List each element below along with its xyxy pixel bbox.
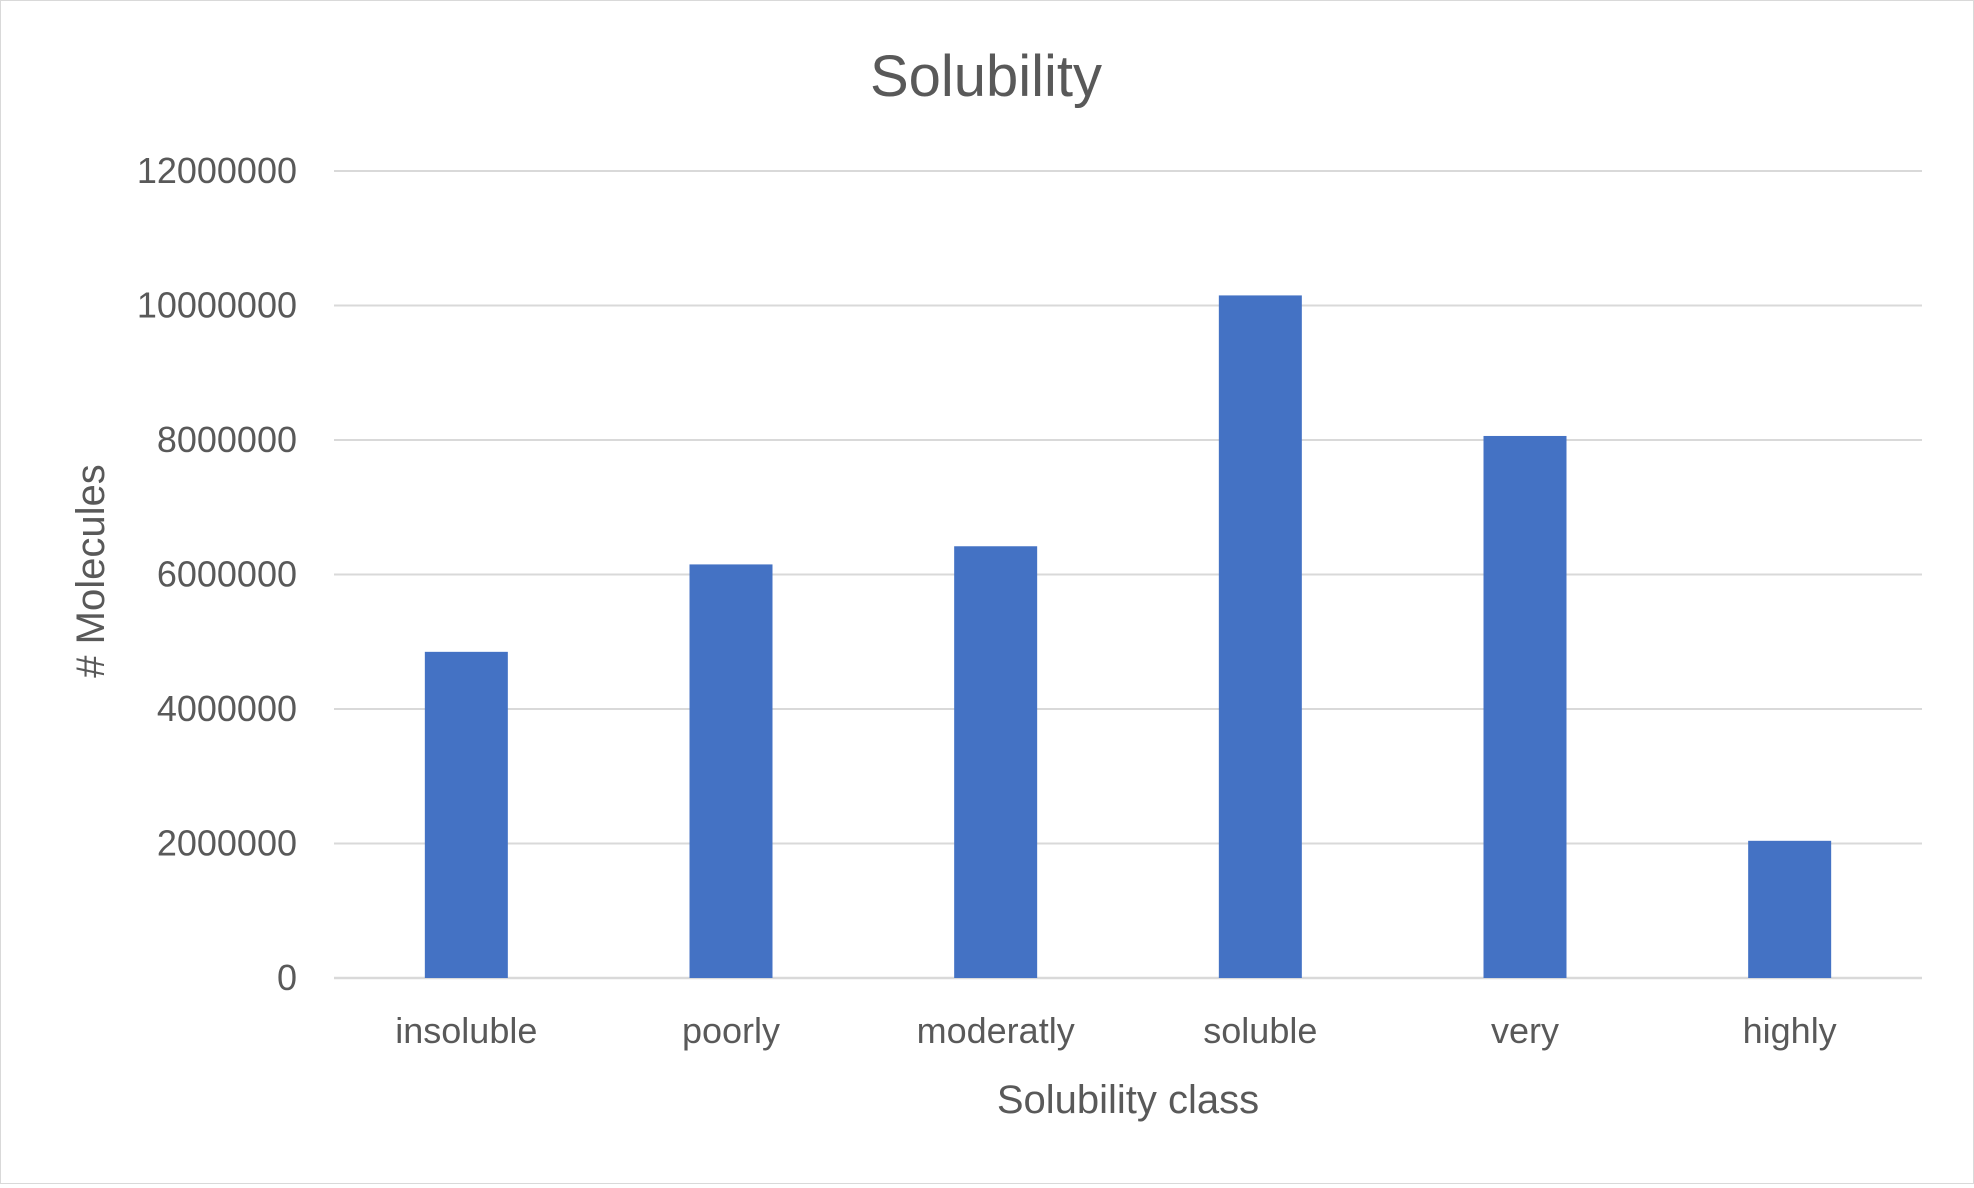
x-tick-label: poorly (682, 1010, 780, 1051)
bar-soluble (1218, 295, 1302, 979)
y-tick-label: 10000000 (137, 285, 297, 326)
bar-very (1483, 435, 1567, 979)
y-tick-label: 8000000 (157, 419, 297, 460)
gridlines (334, 170, 1922, 980)
x-tick-labels: insoluble poorly moderatly soluble very highl… (395, 1010, 1836, 1051)
x-tick-label: highly (1743, 1010, 1837, 1051)
y-tick-label: 6000000 (157, 554, 297, 595)
y-tick-label: 2000000 (157, 823, 297, 864)
x-tick-label: insoluble (395, 1010, 537, 1051)
x-tick-label: moderatly (917, 1010, 1075, 1051)
bar-moderatly (954, 546, 1038, 978)
bar-insoluble (424, 651, 508, 978)
bar-highly (1748, 840, 1832, 978)
y-tick-label: 0 (277, 957, 297, 998)
y-tick-label: 4000000 (157, 688, 297, 729)
chart-title: Solubility (870, 44, 1102, 109)
bars (424, 295, 1832, 979)
x-axis-title: Solubility class (997, 1078, 1259, 1122)
bar-poorly (689, 564, 773, 978)
y-tick-labels: 0 2000000 4000000 6000000 8000000 10000000 120… (137, 150, 297, 998)
y-axis-title: # Molecules (69, 464, 113, 677)
y-tick-label: 12000000 (137, 150, 297, 191)
x-tick-label: soluble (1203, 1010, 1317, 1051)
x-tick-label: very (1491, 1010, 1559, 1051)
